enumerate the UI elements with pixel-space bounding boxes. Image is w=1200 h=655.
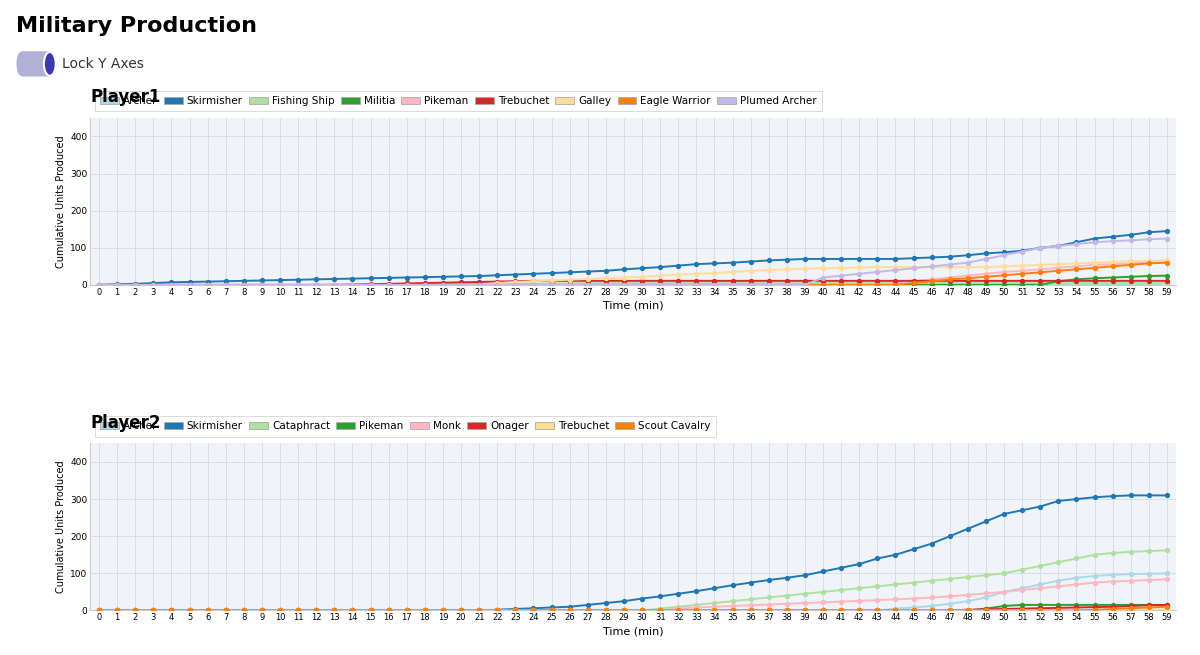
FancyBboxPatch shape — [17, 51, 56, 77]
Legend: Archer, Skirmisher, Cataphract, Pikeman, Monk, Onager, Trebuchet, Scout Cavalry: Archer, Skirmisher, Cataphract, Pikeman,… — [95, 416, 716, 436]
Text: Player2: Player2 — [90, 414, 161, 432]
X-axis label: Time (min): Time (min) — [602, 301, 664, 311]
Circle shape — [44, 52, 55, 76]
Text: Lock Y Axes: Lock Y Axes — [61, 57, 143, 71]
Y-axis label: Cumulative Units Produced: Cumulative Units Produced — [56, 135, 66, 268]
Legend: Archer, Skirmisher, Fishing Ship, Militia, Pikeman, Trebuchet, Galley, Eagle War: Archer, Skirmisher, Fishing Ship, Militi… — [95, 90, 822, 111]
X-axis label: Time (min): Time (min) — [602, 626, 664, 637]
Y-axis label: Cumulative Units Produced: Cumulative Units Produced — [56, 460, 66, 593]
Text: Player1: Player1 — [90, 88, 161, 106]
Text: Military Production: Military Production — [16, 16, 257, 37]
